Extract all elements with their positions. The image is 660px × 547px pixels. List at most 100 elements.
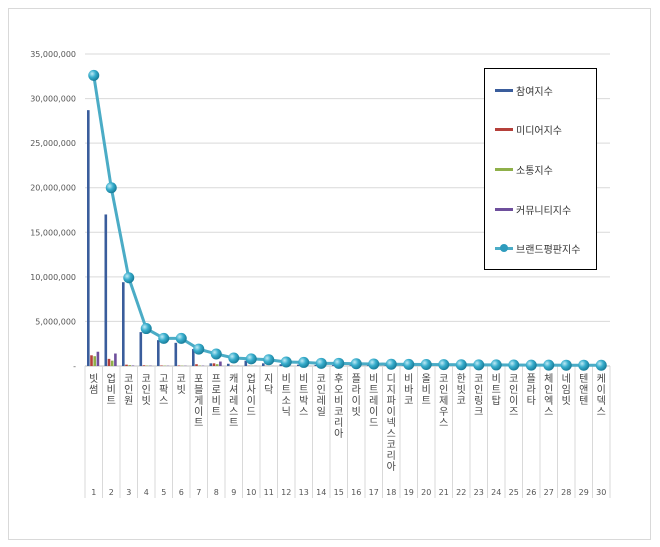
rank-label: 1 xyxy=(91,488,96,497)
line-point-12 xyxy=(280,356,292,368)
rank-label: 9 xyxy=(231,488,236,497)
bar-1-4 xyxy=(139,332,143,366)
bar-1-2 xyxy=(104,214,108,366)
line-point-21 xyxy=(438,359,450,371)
rank-label: 4 xyxy=(144,488,149,497)
line-point-9 xyxy=(228,352,240,364)
bar-1-9 xyxy=(227,363,230,366)
legend-label: 미디어지수 xyxy=(516,126,562,137)
rank-label: 15 xyxy=(334,488,344,497)
bar-1-12 xyxy=(279,364,283,366)
line-point-8 xyxy=(210,348,222,360)
rank-label: 20 xyxy=(421,488,431,497)
line-point-18 xyxy=(385,358,397,370)
rank-label: 28 xyxy=(561,488,571,497)
line-point-30 xyxy=(595,359,607,371)
bar-2-8 xyxy=(212,363,216,366)
line-point-16 xyxy=(350,358,362,370)
line-point-19 xyxy=(403,358,415,370)
bar-3-3 xyxy=(128,365,131,366)
line-point-14 xyxy=(315,357,327,369)
rank-label: 29 xyxy=(579,488,589,497)
legend-item-brand-reputation: 브랜드평판지수 xyxy=(495,241,580,256)
rank-label: 25 xyxy=(509,488,519,497)
bar-3-1 xyxy=(93,356,96,366)
bar-2-3 xyxy=(125,364,128,366)
bar-2-2 xyxy=(107,358,111,366)
rank-label: 3 xyxy=(126,488,131,497)
y-tick-label: 30,000,000 xyxy=(30,95,76,104)
line-point-20 xyxy=(420,358,432,370)
y-tick-label: 5,000,000 xyxy=(35,317,76,326)
bar-4-3 xyxy=(131,365,135,366)
line-point-5 xyxy=(158,332,170,344)
bar-1-18 xyxy=(384,365,388,366)
rank-label: 2 xyxy=(109,488,114,497)
rank-label: 26 xyxy=(526,488,536,497)
rank-label: 14 xyxy=(316,488,326,497)
bar-2-1 xyxy=(90,355,93,366)
rank-label: 19 xyxy=(404,488,414,497)
rank-label: 6 xyxy=(179,488,184,497)
rank-label: 30 xyxy=(596,488,606,497)
line-point-25 xyxy=(508,359,520,371)
rank-label: 27 xyxy=(544,488,554,497)
legend-item-participation: 참여지수 xyxy=(495,83,553,98)
line-point-28 xyxy=(560,359,572,371)
legend-item-community: 커뮤니티지수 xyxy=(495,202,571,217)
line-point-26 xyxy=(525,359,537,371)
rank-label: 5 xyxy=(161,488,166,497)
legend-item-media: 미디어지수 xyxy=(495,122,562,137)
bar-4-1 xyxy=(96,351,100,366)
legend-label: 브랜드평판지수 xyxy=(516,245,581,256)
bar-1-11 xyxy=(262,363,265,366)
line-point-4 xyxy=(140,323,152,335)
line-point-2 xyxy=(105,182,117,194)
bar-4-8 xyxy=(219,361,222,366)
rank-label: 12 xyxy=(281,488,291,497)
bar-2-5 xyxy=(160,365,163,366)
y-tick-label: 20,000,000 xyxy=(30,184,76,193)
line-point-15 xyxy=(333,357,345,369)
legend-label: 참여지수 xyxy=(516,87,553,98)
y-tick-label: 15,000,000 xyxy=(30,228,76,237)
rank-label: 16 xyxy=(351,488,361,497)
rank-label: 8 xyxy=(214,488,219,497)
y-tick-label: - xyxy=(73,362,76,371)
bar-2-7 xyxy=(195,364,198,366)
bar-3-8 xyxy=(215,364,219,366)
legend-item-communication: 소통지수 xyxy=(495,162,553,177)
legend-label: 소통지수 xyxy=(516,166,553,177)
rank-label: 18 xyxy=(386,488,396,497)
rank-label: 22 xyxy=(456,488,466,497)
line-point-27 xyxy=(543,359,555,371)
bar-1-14 xyxy=(314,364,318,366)
rank-label: 23 xyxy=(474,488,484,497)
bar-1-15 xyxy=(332,365,335,366)
line-point-22 xyxy=(455,359,467,371)
line-point-3 xyxy=(123,272,135,284)
rank-label: 10 xyxy=(246,488,256,497)
bar-2-6 xyxy=(177,365,181,366)
bar-1-10 xyxy=(244,360,248,366)
line-point-23 xyxy=(473,359,485,371)
